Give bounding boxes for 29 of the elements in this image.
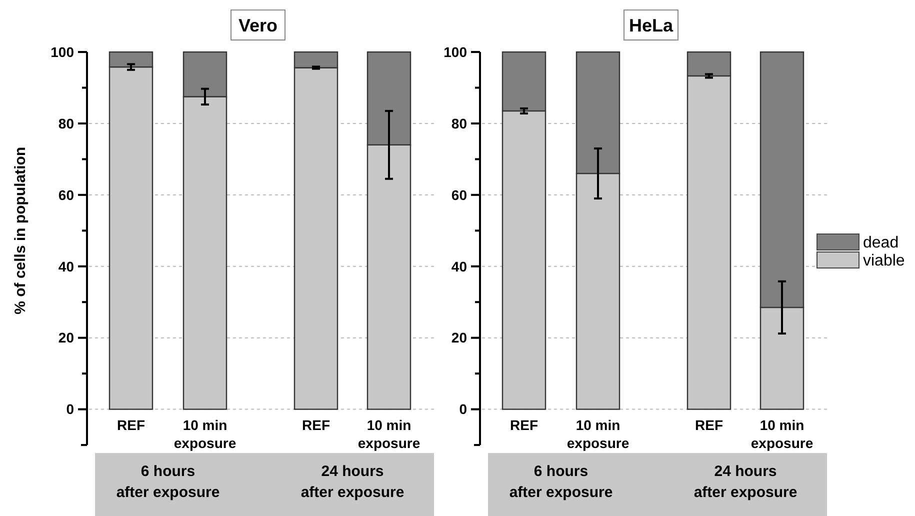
y-tick-label: 80 bbox=[451, 115, 468, 132]
y-tick-label: 20 bbox=[451, 330, 468, 346]
legend-label: viable bbox=[863, 252, 905, 270]
y-tick-label: 100 bbox=[444, 44, 468, 60]
chart-title: Vero bbox=[238, 15, 278, 36]
y-tick-label: 60 bbox=[58, 186, 74, 203]
text: 6 hours after exposure bbox=[509, 463, 613, 501]
legend-label: dead bbox=[863, 234, 899, 252]
y-tick-label: 60 bbox=[451, 186, 468, 203]
x-tick-label: 10 min exposure bbox=[174, 417, 236, 451]
y-axis-title: % of cells in population bbox=[12, 146, 29, 314]
y-tick-label: 40 bbox=[451, 258, 468, 274]
y-tick-label: 20 bbox=[58, 330, 74, 346]
x-tick-label: 10 min exposure bbox=[750, 417, 814, 451]
x-tick-label: REF bbox=[695, 417, 724, 433]
y-tick-label: 0 bbox=[66, 401, 74, 418]
x-tick-label: REF bbox=[302, 417, 330, 433]
chart-title: HeLa bbox=[628, 15, 674, 36]
text: 24 hours after exposure bbox=[694, 463, 798, 501]
y-tick-label: 100 bbox=[50, 44, 74, 60]
y-tick-label: 40 bbox=[58, 258, 74, 274]
x-tick-label: 10 min exposure bbox=[358, 417, 420, 451]
text: 24 hours after exposure bbox=[300, 463, 404, 501]
y-tick-label: 80 bbox=[58, 115, 74, 132]
x-tick-label: 10 min exposure bbox=[566, 417, 630, 451]
x-tick-label: REF bbox=[117, 417, 146, 433]
x-tick-label: REF bbox=[510, 417, 538, 433]
text: 6 hours after exposure bbox=[116, 463, 220, 501]
y-tick-label: 0 bbox=[459, 401, 468, 418]
